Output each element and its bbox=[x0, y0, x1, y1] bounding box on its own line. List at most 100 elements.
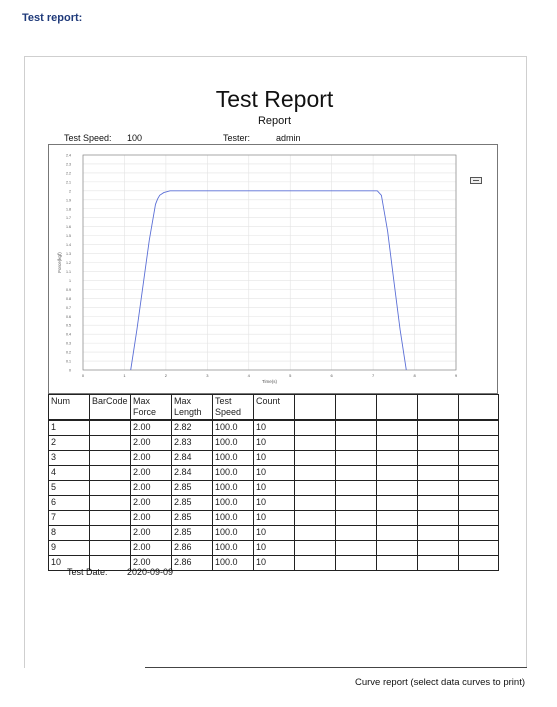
table-cell bbox=[294, 525, 336, 541]
table-cell: 2.82 bbox=[171, 419, 213, 436]
test-speed-label: Test Speed: bbox=[64, 133, 112, 143]
table-cell: 10 bbox=[253, 495, 295, 511]
table-cell: 2.85 bbox=[171, 480, 213, 496]
table-cell: 2.00 bbox=[130, 510, 172, 526]
y-tick-label: 1.4 bbox=[66, 243, 71, 247]
table-cell bbox=[458, 555, 499, 571]
table-cell bbox=[417, 435, 459, 451]
test-date-label: Test Date: bbox=[67, 567, 108, 577]
table-cell bbox=[89, 510, 131, 526]
column-header-text: Max bbox=[133, 396, 151, 406]
y-tick-label: 2.1 bbox=[66, 180, 71, 184]
y-tick-label: 2.3 bbox=[66, 162, 71, 166]
table-row: 1 2.00 2.82 100.0 10 bbox=[48, 419, 499, 436]
table-cell bbox=[376, 540, 418, 556]
table-cell: 2.00 bbox=[130, 450, 172, 466]
table-cell bbox=[417, 465, 459, 481]
page-heading: Test report: bbox=[22, 12, 83, 24]
table-cell bbox=[376, 555, 418, 571]
table-row: 7 2.00 2.85 100.0 10 bbox=[48, 510, 499, 526]
table-cell bbox=[335, 419, 377, 436]
column-header-text: Test bbox=[215, 396, 232, 406]
table-cell bbox=[294, 555, 336, 571]
table-cell: 2.00 bbox=[130, 525, 172, 541]
y-tick-label: 1.9 bbox=[66, 198, 71, 202]
y-tick-label: 0.6 bbox=[66, 315, 71, 319]
table-cell bbox=[335, 480, 377, 496]
y-tick-label: 2 bbox=[69, 189, 71, 193]
column-header: Max Force bbox=[130, 394, 172, 421]
table-cell bbox=[417, 510, 459, 526]
table-cell bbox=[294, 510, 336, 526]
table-cell bbox=[417, 540, 459, 556]
x-tick-label: 5 bbox=[289, 373, 292, 378]
table-cell bbox=[458, 525, 499, 541]
y-tick-label: 0 bbox=[69, 369, 71, 373]
table-cell bbox=[458, 450, 499, 466]
table-cell: 10 bbox=[253, 480, 295, 496]
table-cell: 2.85 bbox=[171, 525, 213, 541]
column-header: Num bbox=[48, 394, 90, 421]
column-header bbox=[294, 394, 336, 421]
table-cell bbox=[376, 495, 418, 511]
y-tick-label: 0.7 bbox=[66, 306, 71, 310]
column-header bbox=[335, 394, 377, 421]
table-cell: 100.0 bbox=[212, 465, 254, 481]
table-cell: 2.84 bbox=[171, 465, 213, 481]
table-cell bbox=[417, 480, 459, 496]
table-cell: 100.0 bbox=[212, 495, 254, 511]
x-tick-label: 0 bbox=[82, 373, 85, 378]
y-tick-label: 0.8 bbox=[66, 297, 71, 301]
table-cell bbox=[89, 450, 131, 466]
table-row: 6 2.00 2.85 100.0 10 bbox=[48, 495, 499, 511]
force-curve-line bbox=[130, 190, 407, 371]
table-cell: 10 bbox=[253, 419, 295, 436]
table-cell: 2.85 bbox=[171, 510, 213, 526]
table-cell bbox=[335, 450, 377, 466]
table-cell: 2.00 bbox=[130, 480, 172, 496]
y-tick-label: 1.3 bbox=[66, 252, 71, 256]
table-cell: 2.00 bbox=[130, 419, 172, 436]
curve-report-note: Curve report (select data curves to prin… bbox=[354, 677, 525, 688]
table-cell bbox=[458, 465, 499, 481]
y-tick-label: 2.4 bbox=[66, 154, 71, 158]
table-cell bbox=[335, 465, 377, 481]
table-cell: 3 bbox=[48, 450, 90, 466]
column-header-text: Speed bbox=[215, 407, 242, 417]
table-cell bbox=[417, 450, 459, 466]
table-cell bbox=[89, 525, 131, 541]
x-tick-label: 6 bbox=[331, 373, 334, 378]
legend-icon[interactable] bbox=[470, 177, 482, 184]
y-tick-label: 1.5 bbox=[66, 234, 71, 238]
table-cell bbox=[335, 510, 377, 526]
table-cell bbox=[335, 555, 377, 571]
y-tick-label: 0.5 bbox=[66, 324, 71, 328]
table-cell: 10 bbox=[253, 540, 295, 556]
table-cell bbox=[89, 495, 131, 511]
table-cell bbox=[458, 480, 499, 496]
table-cell bbox=[376, 510, 418, 526]
table-cell: 100.0 bbox=[212, 419, 254, 436]
x-tick-label: 2 bbox=[165, 373, 168, 378]
table-cell: 10 bbox=[253, 525, 295, 541]
table-cell bbox=[376, 419, 418, 436]
table-cell bbox=[89, 465, 131, 481]
column-header bbox=[417, 394, 459, 421]
table-cell bbox=[417, 419, 459, 436]
table-cell bbox=[335, 435, 377, 451]
table-cell: 100.0 bbox=[212, 510, 254, 526]
table-row: 5 2.00 2.85 100.0 10 bbox=[48, 480, 499, 496]
table-cell bbox=[458, 540, 499, 556]
table-cell bbox=[376, 450, 418, 466]
table-cell bbox=[458, 419, 499, 436]
x-tick-label: 3 bbox=[206, 373, 209, 378]
table-cell: 10 bbox=[253, 450, 295, 466]
table-cell: 10 bbox=[253, 555, 295, 571]
y-tick-label: 1 bbox=[69, 279, 71, 283]
table-cell bbox=[376, 435, 418, 451]
table-cell: 100.0 bbox=[212, 540, 254, 556]
table-cell bbox=[89, 540, 131, 556]
column-header: Test Speed bbox=[212, 394, 254, 421]
column-header-text: Count bbox=[256, 396, 281, 406]
results-table: Num BarCode Max Force Max Length Test Speed Coun… bbox=[48, 394, 499, 571]
